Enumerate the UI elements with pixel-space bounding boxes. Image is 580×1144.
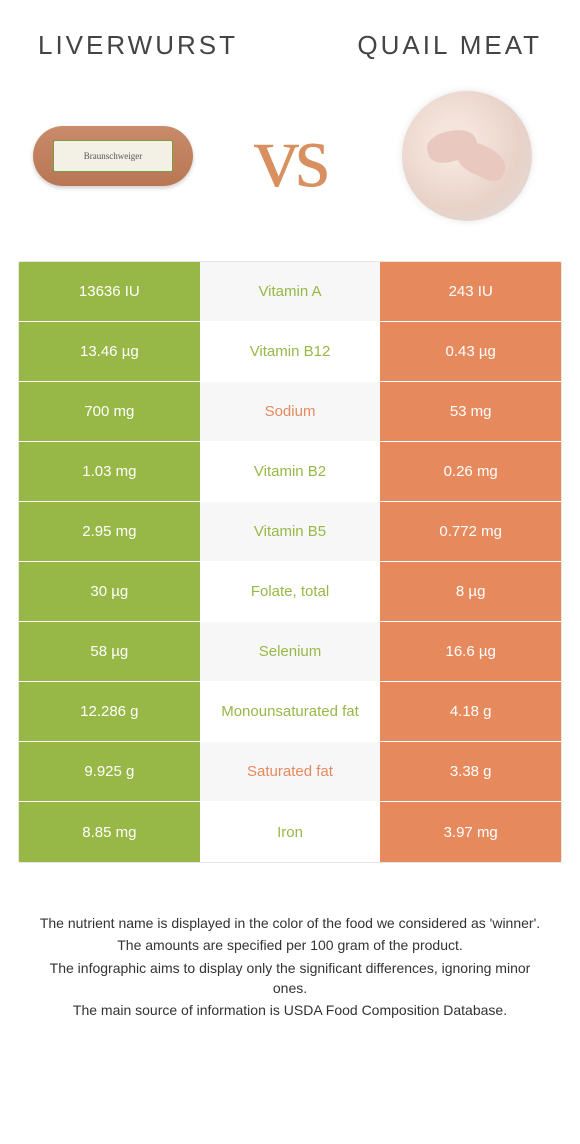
cell-nutrient-name: Vitamin A xyxy=(200,262,381,321)
quail-icon xyxy=(402,91,532,221)
cell-right-value: 8 µg xyxy=(380,562,561,621)
footnote-line: The amounts are specified per 100 gram o… xyxy=(38,935,542,955)
cell-left-value: 1.03 mg xyxy=(19,442,200,501)
cell-left-value: 8.85 mg xyxy=(19,802,200,862)
table-row: 58 µgSelenium16.6 µg xyxy=(19,622,561,682)
footnote-line: The infographic aims to display only the… xyxy=(38,958,542,999)
cell-right-value: 16.6 µg xyxy=(380,622,561,681)
cell-left-value: 700 mg xyxy=(19,382,200,441)
table-row: 1.03 mgVitamin B20.26 mg xyxy=(19,442,561,502)
table-row: 13636 IUVitamin A243 IU xyxy=(19,262,561,322)
title-right: Quail meat xyxy=(357,30,542,61)
cell-nutrient-name: Vitamin B5 xyxy=(200,502,381,561)
cell-left-value: 58 µg xyxy=(19,622,200,681)
cell-right-value: 3.97 mg xyxy=(380,802,561,862)
cell-nutrient-name: Vitamin B2 xyxy=(200,442,381,501)
cell-left-value: 12.286 g xyxy=(19,682,200,741)
cell-left-value: 9.925 g xyxy=(19,742,200,801)
vs-label: vs xyxy=(254,105,326,208)
cell-right-value: 0.26 mg xyxy=(380,442,561,501)
cell-right-value: 3.38 g xyxy=(380,742,561,801)
cell-right-value: 0.43 µg xyxy=(380,322,561,381)
cell-nutrient-name: Folate, total xyxy=(200,562,381,621)
cell-right-value: 4.18 g xyxy=(380,682,561,741)
cell-left-value: 13.46 µg xyxy=(19,322,200,381)
cell-left-value: 2.95 mg xyxy=(19,502,200,561)
titles-row: Liverwurst Quail meat xyxy=(18,20,562,81)
cell-right-value: 0.772 mg xyxy=(380,502,561,561)
liverwurst-icon xyxy=(33,126,193,186)
footnote-line: The nutrient name is displayed in the co… xyxy=(38,913,542,933)
cell-nutrient-name: Vitamin B12 xyxy=(200,322,381,381)
cell-nutrient-name: Saturated fat xyxy=(200,742,381,801)
cell-right-value: 243 IU xyxy=(380,262,561,321)
cell-left-value: 13636 IU xyxy=(19,262,200,321)
table-row: 13.46 µgVitamin B120.43 µg xyxy=(19,322,561,382)
table-row: 8.85 mgIron3.97 mg xyxy=(19,802,561,862)
nutrient-table: 13636 IUVitamin A243 IU13.46 µgVitamin B… xyxy=(18,261,562,863)
table-row: 12.286 gMonounsaturated fat4.18 g xyxy=(19,682,561,742)
table-row: 30 µgFolate, total8 µg xyxy=(19,562,561,622)
footnote-line: The main source of information is USDA F… xyxy=(38,1000,542,1020)
table-row: 700 mgSodium53 mg xyxy=(19,382,561,442)
cell-nutrient-name: Selenium xyxy=(200,622,381,681)
cell-nutrient-name: Iron xyxy=(200,802,381,862)
table-row: 2.95 mgVitamin B50.772 mg xyxy=(19,502,561,562)
cell-right-value: 53 mg xyxy=(380,382,561,441)
food-image-right xyxy=(382,91,552,221)
cell-nutrient-name: Sodium xyxy=(200,382,381,441)
title-left: Liverwurst xyxy=(38,30,238,61)
page-root: Liverwurst Quail meat vs 13636 IUVitamin… xyxy=(0,0,580,1042)
footnotes: The nutrient name is displayed in the co… xyxy=(18,863,562,1020)
hero-row: vs xyxy=(18,81,562,261)
table-row: 9.925 gSaturated fat3.38 g xyxy=(19,742,561,802)
cell-nutrient-name: Monounsaturated fat xyxy=(200,682,381,741)
food-image-left xyxy=(28,91,198,221)
cell-left-value: 30 µg xyxy=(19,562,200,621)
